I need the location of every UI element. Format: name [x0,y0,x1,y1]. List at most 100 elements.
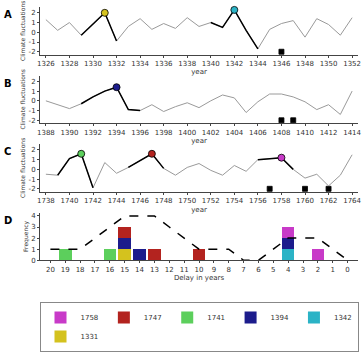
svg-text:1334: 1334 [131,60,149,68]
svg-text:1: 1 [331,266,335,274]
svg-text:8: 8 [226,266,230,274]
svg-text:1342: 1342 [225,60,243,68]
svg-text:4: 4 [31,212,36,220]
svg-text:Climate fluctuations: Climate fluctuations [19,69,26,129]
svg-text:1408: 1408 [273,129,291,137]
svg-text:1: 1 [31,156,35,164]
svg-text:1390: 1390 [61,129,79,137]
svg-text:1398: 1398 [155,129,173,137]
svg-text:15: 15 [120,266,129,274]
svg-text:0: 0 [31,257,35,265]
svg-text:D: D [4,215,12,226]
svg-text:Frequency: Frequency [22,220,30,251]
svg-text:1394: 1394 [108,129,126,137]
svg-text:year: year [191,68,207,76]
svg-text:2: 2 [31,235,35,243]
svg-text:1760: 1760 [296,197,314,205]
svg-text:4: 4 [286,266,291,274]
svg-text:Climate fluctuations: Climate fluctuations [19,138,26,198]
svg-text:1352: 1352 [343,60,361,68]
svg-text:-2: -2 [29,185,36,193]
svg-text:1348: 1348 [296,60,314,68]
svg-text:12: 12 [165,266,174,274]
svg-text:1340: 1340 [202,60,220,68]
svg-text:18: 18 [76,266,85,274]
svg-text:1396: 1396 [131,129,149,137]
svg-text:B: B [4,78,12,89]
svg-text:1412: 1412 [320,129,338,137]
svg-text:1756: 1756 [249,197,267,205]
svg-text:1764: 1764 [343,197,361,205]
svg-text:1332: 1332 [108,60,126,68]
svg-text:1754: 1754 [225,197,243,205]
svg-text:1338: 1338 [178,60,196,68]
svg-text:1741: 1741 [207,314,225,322]
svg-text:1392: 1392 [84,129,102,137]
svg-text:17: 17 [91,266,100,274]
svg-text:1748: 1748 [155,197,173,205]
svg-text:19: 19 [61,266,70,274]
svg-text:1410: 1410 [296,129,314,137]
svg-text:6: 6 [256,266,261,274]
svg-text:1406: 1406 [249,129,267,137]
svg-text:14: 14 [135,266,144,274]
svg-text:-1: -1 [29,38,36,46]
svg-text:1: 1 [31,88,35,96]
svg-text:1328: 1328 [61,60,79,68]
svg-text:2: 2 [31,78,35,86]
svg-text:20: 20 [46,266,55,274]
svg-text:year: year [191,137,207,145]
svg-text:13: 13 [150,266,159,274]
svg-text:2: 2 [31,146,35,154]
svg-text:Climate fluctuations: Climate fluctuations [19,1,26,61]
svg-text:1742: 1742 [84,197,102,205]
svg-text:-2: -2 [29,48,36,56]
svg-text:1747: 1747 [144,314,162,322]
svg-text:1346: 1346 [273,60,291,68]
svg-text:1394: 1394 [271,314,289,322]
svg-text:11: 11 [180,266,189,274]
svg-text:1758: 1758 [81,314,99,322]
svg-text:1326: 1326 [37,60,55,68]
svg-text:16: 16 [105,266,114,274]
svg-text:0: 0 [31,166,35,174]
svg-text:1344: 1344 [249,60,267,68]
svg-text:3: 3 [31,223,35,231]
svg-text:-2: -2 [29,117,36,125]
svg-text:1330: 1330 [84,60,102,68]
svg-text:1414: 1414 [343,129,361,137]
svg-text:1331: 1331 [81,333,99,341]
svg-text:3: 3 [301,266,305,274]
svg-text:Delay in years: Delay in years [174,274,225,282]
svg-text:1738: 1738 [37,197,55,205]
svg-text:0: 0 [345,266,349,274]
svg-text:C: C [4,146,11,157]
svg-text:1740: 1740 [61,197,79,205]
svg-text:5: 5 [271,266,275,274]
svg-text:-1: -1 [29,176,36,184]
svg-text:9: 9 [212,266,216,274]
svg-text:-1: -1 [29,107,36,115]
svg-text:1342: 1342 [334,314,352,322]
svg-text:2: 2 [316,266,320,274]
svg-text:1: 1 [31,19,35,27]
svg-text:1: 1 [31,246,35,254]
svg-text:1762: 1762 [320,197,338,205]
svg-text:7: 7 [241,266,245,274]
svg-text:1752: 1752 [202,197,220,205]
svg-text:1744: 1744 [108,197,126,205]
svg-text:1388: 1388 [37,129,55,137]
svg-text:1336: 1336 [155,60,173,68]
svg-text:A: A [4,9,12,20]
svg-text:0: 0 [31,97,35,105]
svg-text:year: year [191,206,207,214]
svg-text:1758: 1758 [273,197,291,205]
svg-text:1404: 1404 [225,129,243,137]
svg-text:0: 0 [31,29,35,37]
svg-text:1402: 1402 [202,129,220,137]
svg-text:1746: 1746 [131,197,149,205]
svg-text:1350: 1350 [320,60,338,68]
svg-text:10: 10 [195,266,204,274]
svg-text:2: 2 [31,9,35,17]
svg-text:1750: 1750 [178,197,196,205]
